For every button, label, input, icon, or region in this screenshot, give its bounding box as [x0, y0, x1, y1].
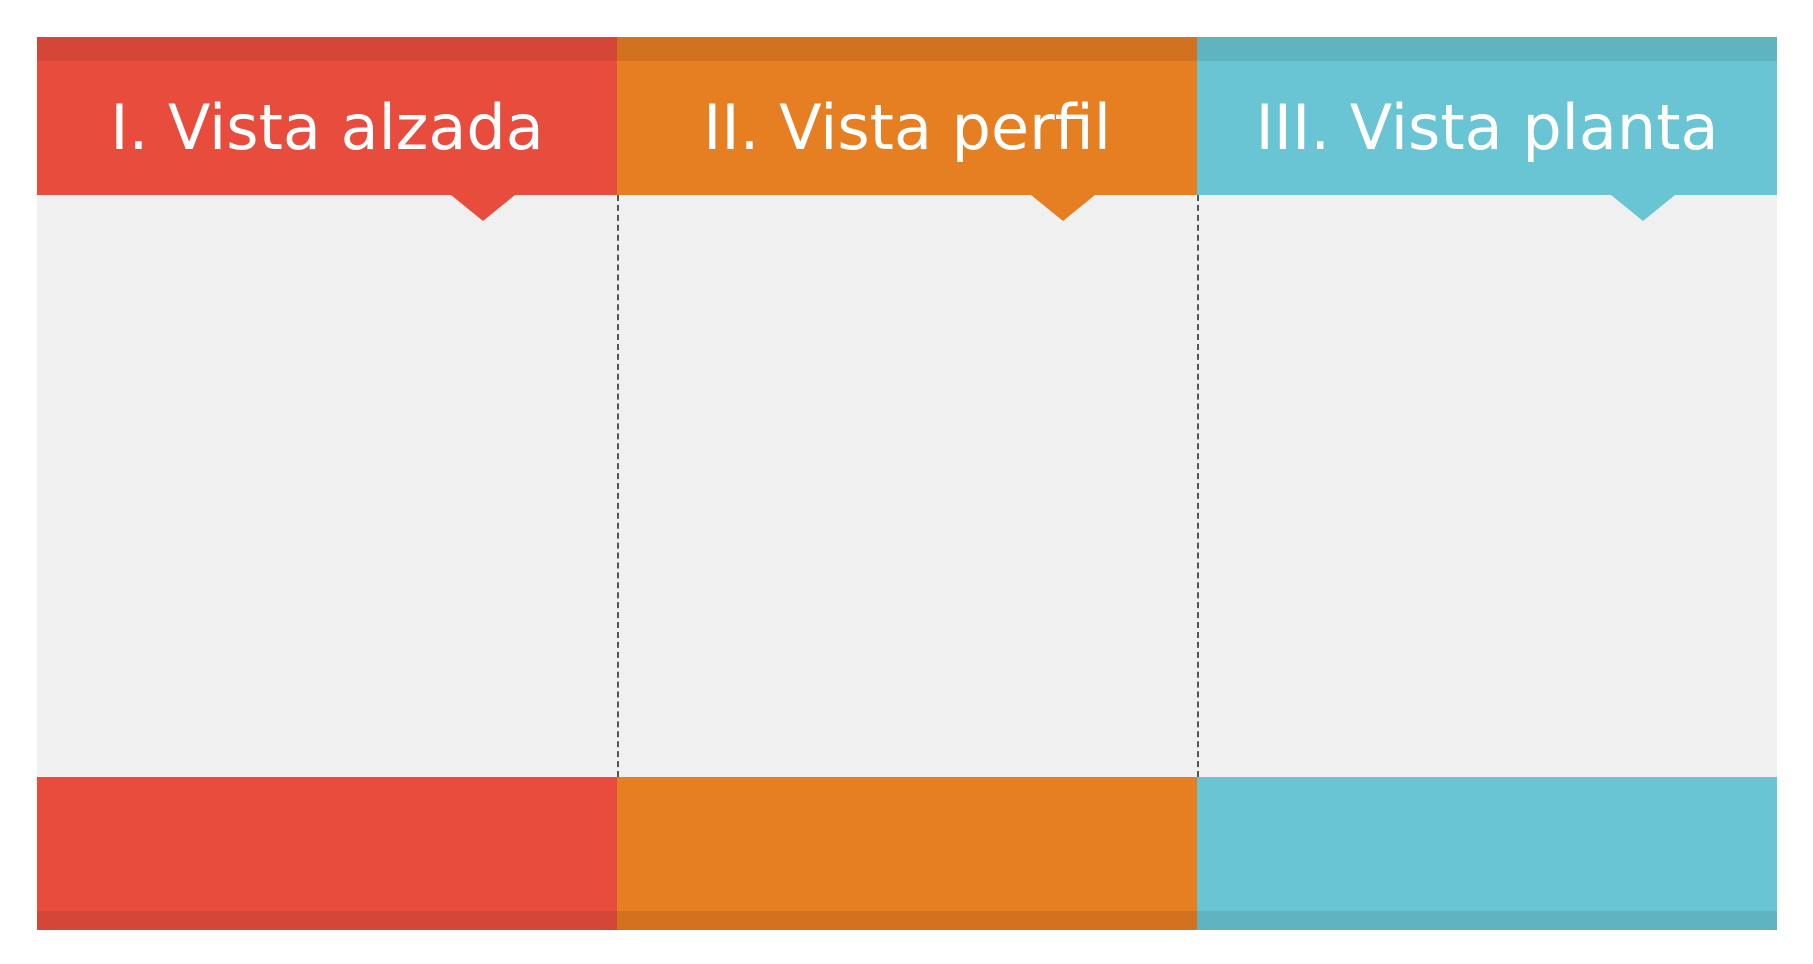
- column-header: III. Vista planta: [1197, 61, 1777, 195]
- column-footer: [1197, 777, 1777, 911]
- column-body: [617, 195, 1197, 777]
- column-top-strip: [1197, 37, 1777, 61]
- column-bottom-strip: [617, 911, 1197, 930]
- column-vista-planta: III. Vista planta: [1197, 37, 1777, 930]
- column-bottom-strip: [1197, 911, 1777, 930]
- column-top-strip: [37, 37, 617, 61]
- column-footer: [617, 777, 1197, 911]
- column-vista-alzada: I. Vista alzada: [37, 37, 617, 930]
- header-pointer: [1031, 195, 1095, 221]
- header-pointer: [1611, 195, 1675, 221]
- column-divider-dashed: [617, 195, 619, 777]
- column-title: III. Vista planta: [1255, 91, 1719, 164]
- column-header: I. Vista alzada: [37, 61, 617, 195]
- column-footer: [37, 777, 617, 911]
- column-divider-dashed: [1197, 195, 1199, 777]
- column-title: II. Vista perfil: [703, 91, 1111, 164]
- column-title: I. Vista alzada: [110, 91, 544, 164]
- column-body: [1197, 195, 1777, 777]
- column-top-strip: [617, 37, 1197, 61]
- views-diagram: I. Vista alzada II. Vista perfil III. Vi…: [37, 37, 1777, 930]
- column-bottom-strip: [37, 911, 617, 930]
- header-pointer: [451, 195, 515, 221]
- column-vista-perfil: II. Vista perfil: [617, 37, 1197, 930]
- column-body: [37, 195, 617, 777]
- column-header: II. Vista perfil: [617, 61, 1197, 195]
